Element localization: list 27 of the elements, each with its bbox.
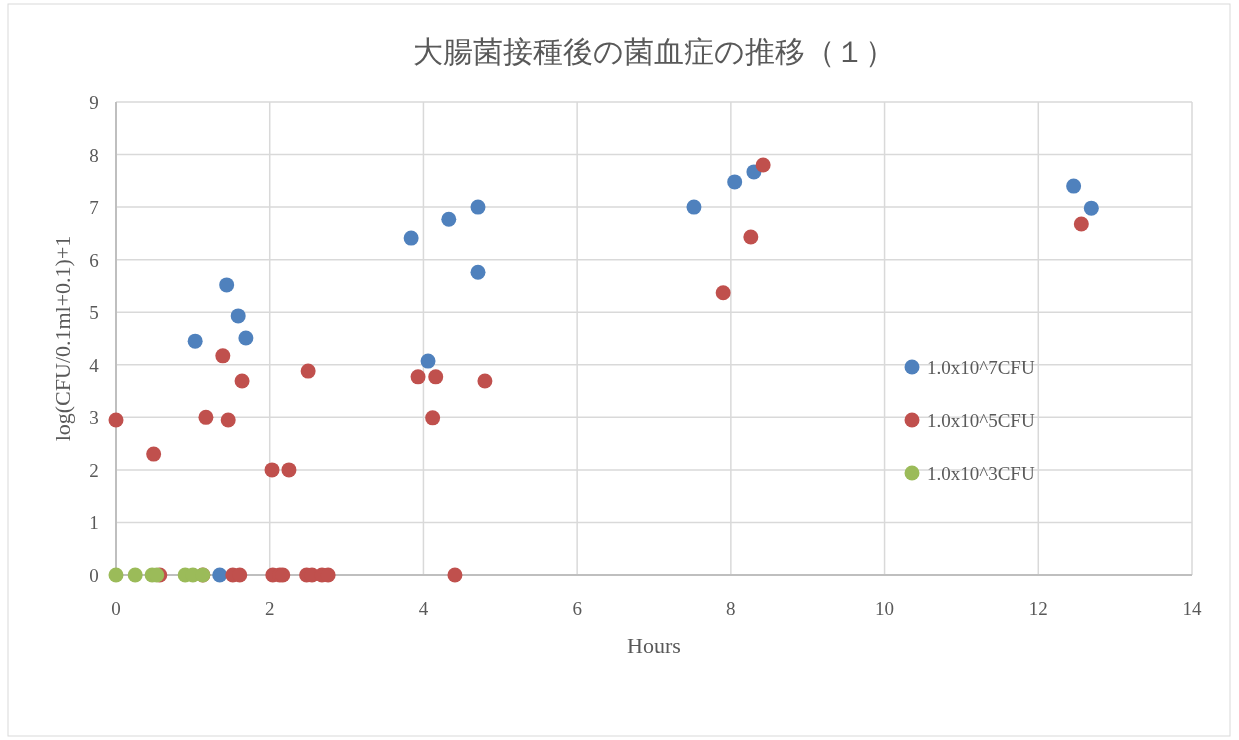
- y-tick-label: 5: [89, 302, 99, 324]
- x-tick-label: 12: [1028, 598, 1048, 619]
- x-tick-label: 2: [264, 598, 275, 619]
- legend-item: 1.0x10^7CFU: [904, 357, 1035, 378]
- chart-title: 大腸菌接種後の菌血症の推移（１）: [413, 35, 895, 68]
- legend-item: 1.0x10^3CFU: [904, 463, 1035, 484]
- y-axis-title: log(CFU/0.1ml+0.1)+1: [50, 235, 75, 442]
- legend-item: 1.0x10^5CFU: [904, 410, 1035, 431]
- x-tick-label: 8: [726, 598, 736, 619]
- x-tick-label: 14: [1182, 598, 1202, 619]
- legend-label: 1.0x10^7CFU: [927, 357, 1035, 378]
- x-axis-title: Hours: [627, 633, 681, 658]
- legend-label: 1.0x10^3CFU: [927, 463, 1035, 484]
- x-tick-label: 10: [875, 598, 895, 619]
- x-tick-label: 4: [418, 598, 429, 619]
- y-tick-label: 8: [89, 144, 99, 166]
- y-tick-label: 6: [89, 249, 99, 271]
- x-tick-label: 6: [572, 598, 582, 619]
- y-tick-label: 0: [89, 565, 99, 586]
- x-tick-label: 0: [111, 598, 121, 619]
- y-tick-label: 1: [89, 512, 99, 534]
- legend-label: 1.0x10^5CFU: [927, 410, 1035, 431]
- y-tick-label: 4: [89, 354, 100, 376]
- y-tick-label: 3: [89, 407, 99, 429]
- y-tick-label: 9: [89, 92, 99, 113]
- y-tick-label: 2: [89, 459, 99, 481]
- y-tick-label: 7: [89, 197, 99, 219]
